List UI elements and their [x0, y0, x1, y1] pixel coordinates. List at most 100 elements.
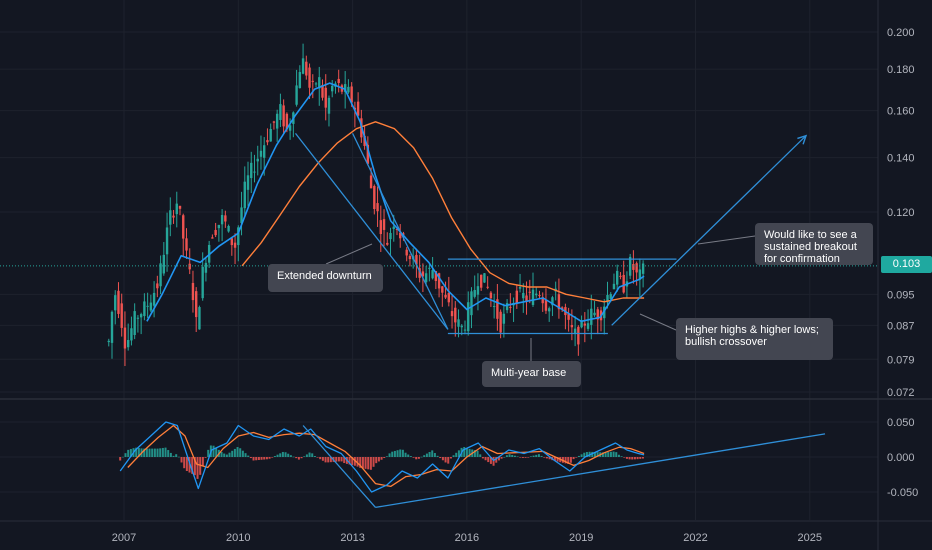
- macd-histogram-bar: [596, 452, 599, 457]
- macd-histogram-bar: [625, 457, 628, 459]
- candle-body: [424, 273, 428, 283]
- candle-body: [130, 328, 133, 341]
- candle-body: [528, 291, 531, 293]
- candle-body: [408, 256, 412, 260]
- macd-histogram-bar: [367, 457, 370, 470]
- candle-body: [182, 215, 185, 239]
- macd-histogram-bar: [532, 455, 535, 457]
- macd-histogram-bar: [623, 457, 626, 458]
- candle-body: [366, 144, 370, 164]
- candle-body: [246, 175, 250, 190]
- candle-body: [243, 181, 246, 209]
- macd-histogram-bar: [452, 455, 455, 457]
- candle-body: [139, 314, 143, 318]
- candle-body: [379, 220, 382, 235]
- macd-histogram-bar: [631, 457, 634, 460]
- macd-histogram-bar: [529, 456, 532, 457]
- macd-histogram-bar: [159, 448, 162, 457]
- callout-bullish-crossover: Higher highs & higher lows; bullish cros…: [676, 318, 833, 360]
- candle-body: [389, 232, 392, 240]
- macd-histogram-bar: [369, 457, 372, 470]
- candle-body: [612, 283, 616, 290]
- macd-histogram-bar: [615, 452, 618, 457]
- macd-histogram-bar: [412, 457, 415, 458]
- candle-body: [463, 329, 467, 331]
- candle-body: [123, 327, 127, 349]
- candle-body: [635, 263, 638, 273]
- candle-body: [470, 291, 473, 316]
- candle-body: [522, 292, 525, 299]
- macd-histogram-bar: [321, 457, 324, 461]
- macd-histogram-bar: [124, 453, 127, 457]
- macd-histogram-bar: [244, 453, 247, 457]
- macd-histogram-bar: [487, 457, 490, 463]
- candle-body: [162, 254, 166, 274]
- macd-histogram-bar: [612, 451, 615, 457]
- candle-body: [496, 299, 499, 319]
- candle-body: [369, 175, 373, 189]
- macd-histogram-bar: [313, 456, 316, 457]
- macd-histogram-bar: [265, 457, 268, 460]
- macd-histogram-bar: [476, 450, 479, 457]
- candle-body: [431, 270, 434, 279]
- macd-histogram-bar: [167, 450, 170, 457]
- macd-histogram-bar: [289, 455, 292, 457]
- candle-body: [606, 294, 609, 303]
- macd-histogram-bar: [492, 457, 495, 466]
- candle-body: [437, 273, 441, 289]
- price-axis-label: 0.079: [887, 354, 915, 366]
- price-axis-label: 0.180: [887, 64, 915, 76]
- candle-body: [609, 294, 612, 299]
- candle-body: [327, 97, 331, 114]
- macd-histogram-bar: [252, 457, 255, 461]
- candle-body: [117, 290, 120, 314]
- candle-body: [253, 171, 256, 173]
- macd-histogram-bar: [388, 453, 391, 457]
- time-axis-label: 2013: [340, 532, 364, 544]
- macd-axis-label: 0.000: [887, 452, 915, 464]
- price-axis-label: 0.160: [887, 106, 915, 118]
- candle-body: [538, 295, 541, 297]
- macd-histogram-bar: [260, 457, 263, 460]
- macd-histogram-bar: [639, 457, 642, 459]
- candle-body: [110, 311, 114, 343]
- candle-body: [382, 219, 386, 230]
- candle-body: [237, 227, 240, 246]
- candle-body: [492, 305, 496, 307]
- macd-histogram-bar: [572, 457, 575, 460]
- candle-body: [185, 238, 188, 251]
- candle-body: [165, 227, 169, 255]
- time-axis-label: 2010: [226, 532, 250, 544]
- macd-histogram-bar: [577, 455, 580, 457]
- candle-body: [535, 293, 538, 296]
- candle-body: [266, 140, 269, 143]
- macd-histogram-bar: [505, 455, 508, 457]
- candle-body: [557, 294, 561, 310]
- candle-body: [402, 233, 405, 235]
- time-axis-label: 2016: [455, 532, 479, 544]
- macd-histogram-bar: [329, 457, 332, 463]
- macd-histogram-bar: [273, 456, 276, 457]
- candle-body: [311, 80, 314, 82]
- macd-histogram-bar: [409, 456, 412, 457]
- candle-body: [590, 308, 593, 325]
- macd-histogram-bar: [361, 457, 364, 469]
- macd-histogram-bar: [319, 457, 322, 460]
- candle-body: [573, 328, 577, 334]
- macd-histogram-bar: [297, 457, 300, 460]
- candle-body: [214, 229, 217, 236]
- candle-body: [337, 78, 340, 83]
- macd-histogram-bar: [148, 448, 151, 457]
- macd-histogram-bar: [207, 449, 210, 457]
- candle-body: [331, 85, 334, 92]
- macd-histogram-bar: [385, 456, 388, 457]
- macd-histogram-bar: [583, 452, 586, 457]
- candle-body: [531, 289, 535, 305]
- macd-histogram-bar: [500, 457, 503, 459]
- macd-histogram-bar: [169, 452, 172, 457]
- candle-body: [567, 314, 570, 320]
- macd-trend-drawing-2: [375, 433, 826, 509]
- chart-marks: [0, 43, 878, 509]
